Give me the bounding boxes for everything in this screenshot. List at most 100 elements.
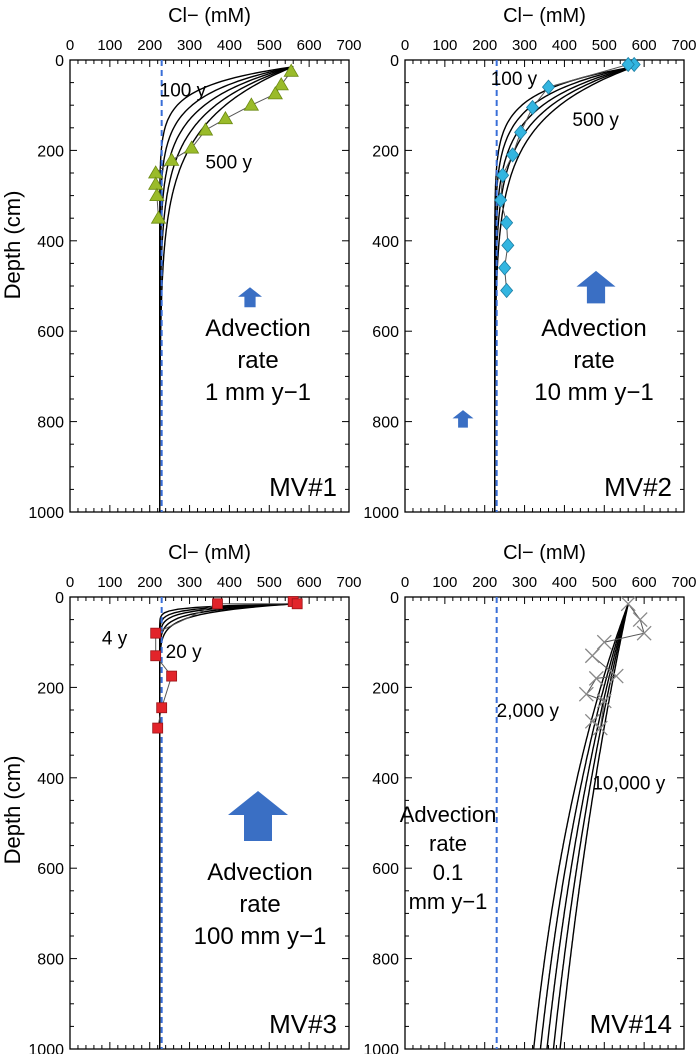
- ylabel-top: Depth (cm): [0, 191, 25, 300]
- y-tick-label: 1000: [363, 505, 399, 522]
- data-point-square: [291, 598, 303, 610]
- data-point-diamond: [621, 56, 635, 73]
- y-tick-label: 200: [372, 680, 399, 697]
- data-point-cross: [620, 596, 636, 612]
- data-point-triangle: [273, 77, 289, 91]
- data-point-triangle: [217, 110, 234, 125]
- advection-text: Advection: [207, 859, 312, 886]
- advection-text: rate: [429, 831, 467, 856]
- data-point-cross: [596, 634, 612, 650]
- model-curve-4: [158, 603, 296, 1049]
- data-point-triangle: [243, 97, 260, 111]
- data-point-square: [212, 598, 223, 610]
- x-tick-label: 400: [552, 37, 577, 54]
- x-axis-title: Cl− (mM): [503, 5, 586, 27]
- plot-frame: [69, 596, 350, 1050]
- curve-label: 100 y: [160, 80, 207, 101]
- data-point-cross: [584, 713, 600, 729]
- y-tick-label: 1000: [28, 505, 64, 522]
- x-tick-label: 0: [401, 37, 409, 54]
- data-point-square: [166, 670, 178, 682]
- model-curve-4: [552, 603, 629, 1049]
- x-tick-label: 200: [472, 37, 497, 54]
- y-tick-label: 0: [390, 590, 399, 607]
- y-tick-label: 1000: [28, 1042, 64, 1054]
- advection-arrow-icon: [452, 410, 474, 428]
- panel-mv3: Cl− (mM) 0 100 200 300 400 500 600 700 0 200 400 600…: [28, 542, 361, 1054]
- data-point-diamond: [541, 79, 556, 95]
- data-point-cross: [578, 686, 594, 702]
- y-tick-label: 400: [37, 234, 64, 251]
- data-point-cross: [596, 693, 612, 709]
- advection-text: rate: [573, 347, 614, 374]
- model-curve-5: [494, 66, 635, 512]
- advection-arrow-icon: [576, 270, 616, 304]
- x-tick-label: 700: [671, 574, 696, 591]
- observed-line: [155, 601, 300, 729]
- x-tick-label: 100: [432, 37, 457, 54]
- data-point-triangle: [283, 63, 299, 77]
- x-tick-label: 600: [297, 574, 322, 591]
- panel-label: MV#1: [269, 472, 337, 502]
- data-point-diamond: [501, 237, 515, 253]
- y-tick-label: 600: [37, 861, 64, 878]
- y-tick-label: 0: [390, 53, 399, 70]
- model-curve-2: [539, 603, 629, 1049]
- data-point-square: [156, 702, 168, 714]
- x-tick-label: 500: [257, 37, 282, 54]
- advection-text: Advection: [205, 315, 310, 342]
- data-point-triangle: [197, 122, 214, 136]
- panel-mv1: Cl− (mM) 0 100 200 300 400 500 600 700 0 200 400 600…: [28, 5, 361, 522]
- ylabel-bottom: Depth (cm): [0, 756, 25, 865]
- y-tick-label: 0: [55, 590, 64, 607]
- data-point-triangle: [163, 152, 180, 166]
- x-tick-label: 200: [137, 37, 162, 54]
- x-tick-label: 300: [512, 574, 537, 591]
- advection-text: rate: [239, 891, 280, 918]
- model-curve-3: [158, 603, 296, 1049]
- y-tick-label: 600: [372, 324, 399, 341]
- model-curve-2: [158, 603, 296, 1049]
- panel-mv14: Cl− (mM) 0 100 200 300 400 500 600 700 0 200 400 600…: [363, 410, 697, 1054]
- model-curve-3: [158, 66, 294, 512]
- ylabel-top-text: Depth (cm): [0, 191, 25, 300]
- data-point-triangle: [150, 210, 167, 224]
- x-tick-label: 400: [552, 574, 577, 591]
- x-tick-label: 700: [671, 37, 696, 54]
- data-point-diamond: [496, 167, 510, 183]
- y-tick-label: 0: [55, 53, 64, 70]
- data-point-cross: [632, 612, 648, 628]
- x-tick-label: 600: [632, 37, 657, 54]
- x-axis-title: Cl− (mM): [168, 5, 251, 27]
- x-tick-label: 500: [592, 37, 617, 54]
- model-curve-5: [559, 603, 629, 1049]
- data-point-cross: [592, 720, 608, 736]
- x-tick-label: 400: [217, 574, 242, 591]
- x-tick-label: 400: [217, 37, 242, 54]
- data-point-cross: [608, 668, 624, 684]
- x-tick-label: 0: [66, 574, 74, 591]
- x-tick-label: 300: [512, 37, 537, 54]
- observed-line: [500, 64, 635, 291]
- data-point-diamond: [506, 147, 520, 163]
- x-tick-label: 700: [336, 574, 361, 591]
- advection-text: 1 mm y−1: [205, 379, 311, 406]
- panel-label: MV#14: [590, 1009, 672, 1039]
- advection-text: Advection: [400, 802, 497, 827]
- y-tick-label: 200: [372, 143, 399, 160]
- plot-frame: [404, 59, 685, 513]
- advection-arrow-icon: [238, 287, 262, 308]
- x-tick-label: 500: [592, 574, 617, 591]
- advection-text: 0.1: [433, 860, 464, 885]
- model-curve-5: [158, 66, 294, 512]
- advection-text: 100 mm y−1: [194, 923, 327, 950]
- data-point-square: [150, 650, 162, 662]
- curve-label: 20 y: [166, 642, 202, 663]
- ylabel-bottom-text: Depth (cm): [0, 756, 25, 865]
- data-point-diamond: [498, 260, 512, 276]
- x-tick-label: 0: [401, 574, 409, 591]
- data-point-diamond: [500, 282, 514, 299]
- y-tick-label: 800: [37, 415, 64, 432]
- data-point-diamond: [494, 192, 508, 208]
